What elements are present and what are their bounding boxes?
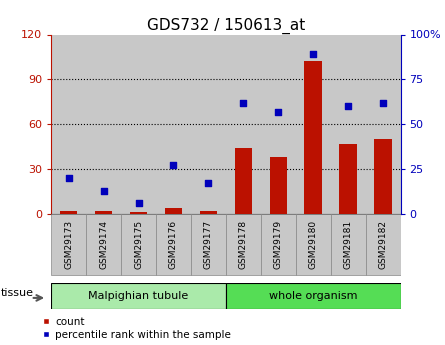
Text: GSM29179: GSM29179	[274, 220, 283, 269]
Bar	[86, 34, 121, 214]
Point	[240, 100, 247, 106]
Bar	[374, 139, 392, 214]
Point	[65, 175, 72, 181]
Text: GSM29181: GSM29181	[344, 220, 352, 269]
Text: GSM29180: GSM29180	[309, 220, 318, 269]
Bar	[121, 34, 156, 214]
Point	[205, 181, 212, 186]
Bar	[86, 214, 121, 275]
Text: GSM29173: GSM29173	[64, 220, 73, 269]
Bar	[226, 214, 261, 275]
Bar	[51, 34, 86, 214]
Bar	[156, 214, 191, 275]
Bar	[156, 34, 191, 214]
Bar	[366, 214, 400, 275]
Bar	[226, 34, 261, 214]
Bar	[86, 34, 121, 214]
Bar	[60, 211, 77, 214]
Point	[380, 100, 387, 106]
Bar	[235, 148, 252, 214]
Text: GSM29175: GSM29175	[134, 220, 143, 269]
Bar	[261, 34, 295, 214]
Point	[170, 163, 177, 168]
Bar	[51, 283, 226, 309]
Bar	[295, 34, 331, 214]
Bar	[331, 34, 366, 214]
Text: GSM29177: GSM29177	[204, 220, 213, 269]
Bar	[191, 34, 226, 214]
Text: GSM29182: GSM29182	[379, 220, 388, 269]
Legend: count, percentile rank within the sample: count, percentile rank within the sample	[41, 316, 232, 341]
Bar	[95, 211, 112, 214]
Point	[135, 200, 142, 206]
Point	[344, 104, 352, 109]
Point	[310, 51, 317, 57]
Bar	[226, 34, 261, 214]
Text: GSM29176: GSM29176	[169, 220, 178, 269]
Bar	[261, 214, 295, 275]
Bar	[366, 34, 400, 214]
Bar	[295, 214, 331, 275]
Bar	[226, 283, 400, 309]
Text: tissue: tissue	[1, 288, 34, 298]
Bar	[340, 144, 357, 214]
Bar	[165, 208, 182, 214]
Bar	[200, 211, 217, 214]
Bar	[366, 34, 400, 214]
Bar	[304, 61, 322, 214]
Bar	[191, 214, 226, 275]
Bar	[121, 34, 156, 214]
Bar	[331, 214, 366, 275]
Text: GSM29174: GSM29174	[99, 220, 108, 269]
Bar	[261, 34, 295, 214]
Bar	[51, 34, 86, 214]
Text: whole organism: whole organism	[269, 291, 357, 301]
Title: GDS732 / 150613_at: GDS732 / 150613_at	[147, 18, 305, 34]
Point	[100, 188, 107, 193]
Bar	[331, 34, 366, 214]
Text: GSM29178: GSM29178	[239, 220, 248, 269]
Bar	[295, 34, 331, 214]
Point	[275, 109, 282, 115]
Bar	[51, 214, 86, 275]
Bar	[121, 214, 156, 275]
Bar	[130, 213, 147, 214]
Bar	[191, 34, 226, 214]
Bar	[156, 34, 191, 214]
Bar	[270, 157, 287, 214]
Text: Malpighian tubule: Malpighian tubule	[89, 291, 189, 301]
